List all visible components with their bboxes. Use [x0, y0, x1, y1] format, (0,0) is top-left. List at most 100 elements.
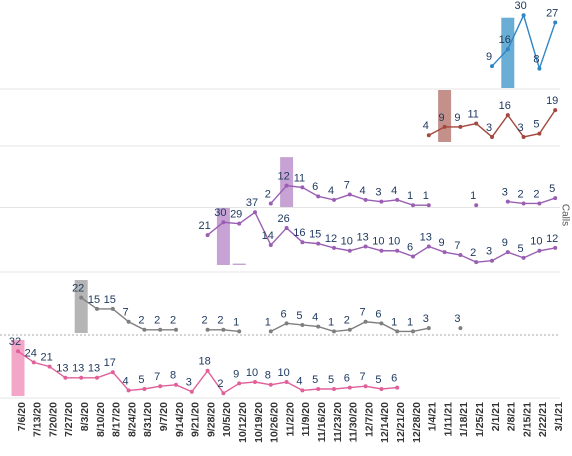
data-label: 3: [502, 187, 508, 199]
highlight-bar: [11, 340, 25, 396]
data-point: [363, 244, 368, 249]
x-tick-label: 8/3/20: [79, 402, 91, 431]
data-label: 26: [277, 213, 289, 225]
data-label: 2: [170, 315, 176, 327]
data-point: [505, 199, 510, 204]
data-point: [79, 375, 84, 380]
data-label: 19: [546, 95, 558, 107]
highlight-bar: [74, 280, 88, 333]
data-point: [300, 322, 305, 327]
data-point: [395, 329, 400, 334]
data-label: 3: [375, 187, 381, 199]
data-point: [221, 327, 226, 332]
data-label: 9: [486, 51, 492, 63]
data-point: [537, 201, 542, 206]
data-point: [521, 201, 526, 206]
x-tick-label: 1/25/21: [474, 402, 486, 437]
data-point: [426, 326, 431, 331]
data-point: [505, 47, 510, 52]
data-point: [158, 384, 163, 389]
data-label: 18: [198, 356, 210, 368]
data-point: [363, 319, 368, 324]
data-label: 1: [470, 190, 476, 202]
data-label: 13: [356, 231, 368, 243]
data-label: 13: [88, 363, 100, 375]
data-point: [474, 203, 479, 208]
data-point: [110, 370, 115, 375]
data-point: [505, 250, 510, 255]
data-point: [300, 388, 305, 393]
data-point: [490, 258, 494, 263]
data-point: [142, 387, 147, 391]
data-label: 30: [214, 207, 226, 219]
data-label: 6: [391, 373, 397, 385]
x-tick-label: 9/28/20: [205, 402, 217, 437]
x-tick-label: 12/7/20: [363, 402, 375, 437]
data-label: 2: [138, 315, 144, 327]
data-point: [347, 385, 352, 390]
x-tick-label: 10/26/20: [269, 402, 281, 443]
data-point: [379, 248, 384, 253]
data-label: 6: [312, 181, 318, 193]
x-tick-label: 1/18/21: [458, 402, 470, 437]
data-label: 5: [549, 183, 555, 195]
data-label: 9: [439, 237, 445, 249]
data-label: 8: [170, 370, 176, 382]
data-point: [126, 319, 131, 324]
data-label: 1: [391, 316, 397, 328]
data-point: [332, 387, 336, 391]
data-label: 1: [233, 316, 239, 328]
data-point: [521, 134, 526, 139]
data-label: 7: [360, 307, 366, 319]
data-point: [458, 253, 463, 258]
highlight-bar: [280, 157, 294, 207]
data-label: 15: [309, 229, 321, 241]
data-point: [537, 66, 542, 71]
data-label: 1: [407, 316, 413, 328]
data-point: [379, 321, 384, 326]
data-label: 14: [262, 230, 274, 242]
data-label: 11: [294, 172, 305, 184]
data-label: 1: [407, 190, 413, 202]
data-label: 5: [138, 374, 144, 386]
data-point: [205, 233, 210, 238]
data-point: [411, 329, 415, 334]
data-label: 13: [56, 363, 68, 375]
data-label: 4: [423, 120, 429, 132]
data-label: 4: [391, 185, 397, 197]
data-label: 2: [154, 315, 160, 327]
data-label: 2: [265, 188, 271, 200]
data-point: [363, 384, 368, 389]
data-label: 3: [486, 246, 492, 258]
x-tick-label: 11/9/20: [300, 402, 312, 437]
data-label: 4: [123, 375, 129, 387]
data-point: [284, 183, 289, 188]
data-point: [411, 254, 415, 259]
data-label: 10: [372, 236, 384, 248]
data-point: [442, 124, 447, 129]
data-label: 15: [104, 294, 116, 306]
x-tick-label: 11/2/20: [284, 402, 296, 437]
data-point: [442, 250, 447, 255]
data-label: 5: [296, 310, 302, 322]
data-label: 5: [518, 243, 524, 255]
data-label: 29: [230, 209, 242, 221]
data-point: [205, 327, 210, 332]
data-label: 2: [202, 315, 208, 327]
data-point: [379, 387, 384, 391]
highlight-bar: [501, 17, 515, 89]
data-label: 30: [514, 0, 526, 12]
data-point: [316, 324, 321, 329]
data-label: 4: [296, 375, 302, 387]
data-point: [521, 13, 526, 18]
data-label: 15: [88, 294, 100, 306]
data-point: [474, 260, 479, 265]
data-label: 22: [72, 283, 84, 295]
data-point: [110, 306, 115, 311]
data-point: [553, 245, 558, 250]
x-tick-label: 7/13/20: [32, 402, 44, 437]
data-point: [253, 210, 257, 215]
data-label: 10: [341, 236, 353, 248]
data-point: [268, 201, 273, 206]
